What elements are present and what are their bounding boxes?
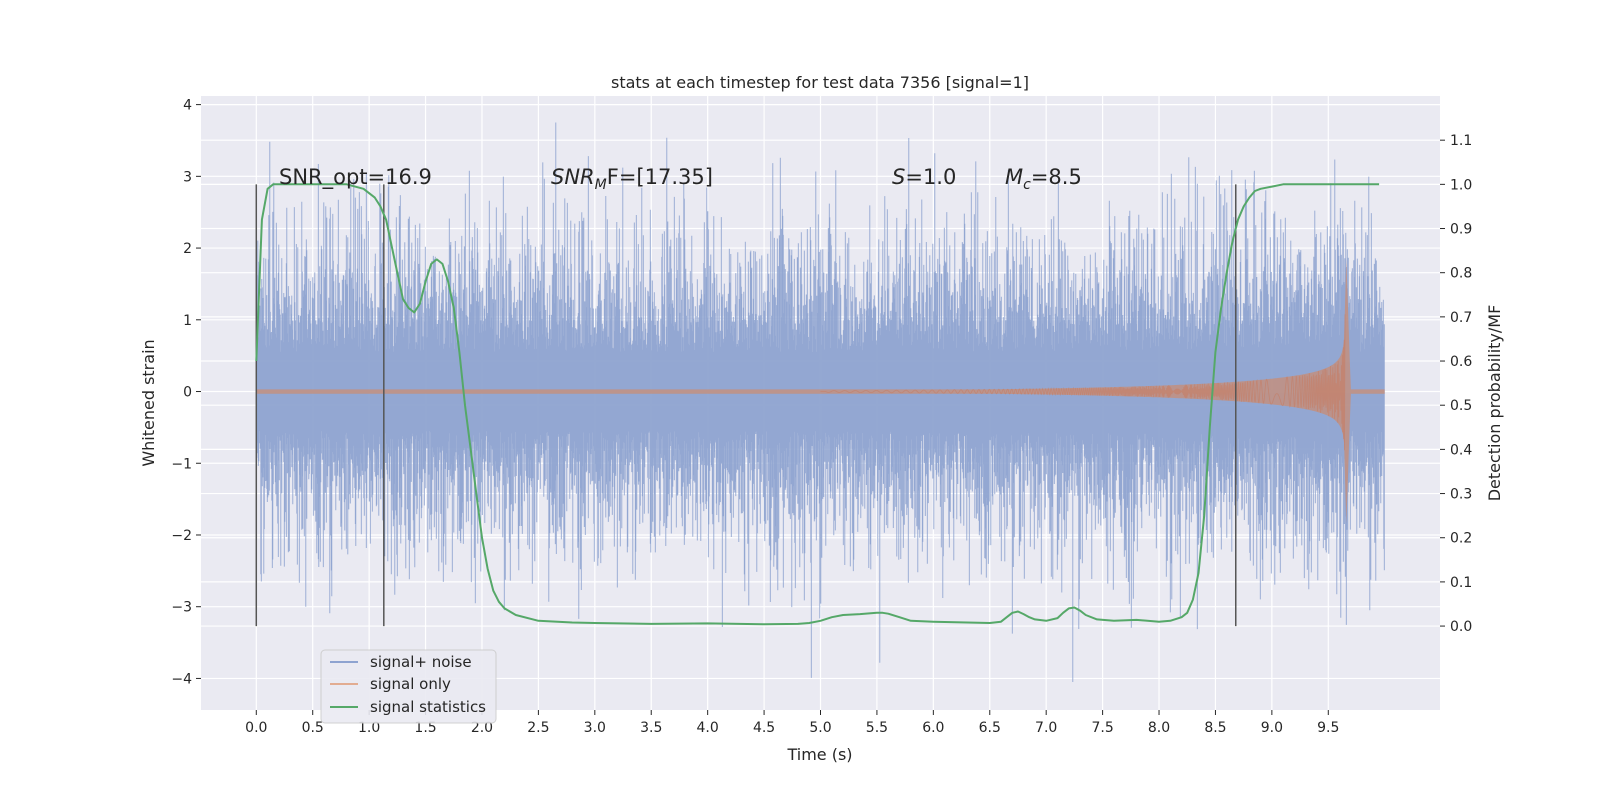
signal-statistics-series [255,183,1380,626]
x-tick-label-16: 8.0 [1148,720,1170,736]
y2-tick-label-11: 0.0 [1450,619,1472,635]
x-tick-label-11: 5.5 [866,720,888,736]
y2-tick-label-3: 0.8 [1450,266,1472,282]
x-tick-label-3: 1.5 [414,720,436,736]
x-tick-label-8: 4.0 [697,720,719,736]
annotation-snr-opt: SNR_opt=16.9 [279,165,432,190]
x-tick-label-6: 3.0 [584,720,606,736]
x-tick-label-7: 3.5 [640,720,662,736]
s-value: =1.0 [905,165,956,189]
y2-axis-label: Detection probability/MF [1485,305,1504,502]
x-tick-label-5: 2.5 [527,720,549,736]
x-tick-label-19: 9.5 [1317,720,1339,736]
vertical-markers [255,184,1237,627]
signal-only-series [256,259,1385,524]
x-tick-label-10: 5.0 [809,720,831,736]
annotation-mc: Mc=8.5 [1005,165,1082,193]
y-tick-label-4: 0 [183,385,192,401]
y2-tick-label-0: 1.1 [1450,133,1472,149]
signal-only-waveform [820,314,1346,451]
x-axis-ticks: 0.0 0.5 1.0 1.5 2.0 2.5 3.0 3.5 4.0 4.5 5.0 5.5 6.0 6… [245,710,1339,736]
annotation-snr-mf: SNRMF=[17.35] [551,165,713,193]
y-axis-ticks: 4 3 2 1 0 −1 −2 −3 −4 [171,98,201,687]
legend-box [320,649,497,724]
y-tick-label-0: 4 [183,98,192,114]
y2-tick-label-2: 0.9 [1450,222,1472,238]
x-tick-label-18: 9.0 [1261,720,1283,736]
y-tick-label-8: −4 [171,671,192,687]
annotation-s: S=1.0 [892,165,956,189]
y2-axis-ticks: 1.1 1.0 0.9 0.8 0.7 0.6 0.5 0.4 0.3 0.2 0.1 0.0 [1440,133,1472,635]
y2-tick-label-9: 0.2 [1450,531,1472,547]
y-axis-label: Whitened strain [139,339,158,466]
x-tick-label-12: 6.0 [922,720,944,736]
x-tick-label-13: 6.5 [979,720,1001,736]
y-tick-label-6: −2 [171,528,192,544]
snr-mf-sub: M [595,177,607,193]
y2-tick-label-5: 0.6 [1450,354,1472,370]
y-tick-label-1: 3 [183,169,192,185]
y2-tick-label-7: 0.4 [1450,442,1472,458]
mc-sub: c [1023,177,1031,193]
snr-mf-prefix: SNR [551,165,595,189]
y-tick-label-3: 1 [183,313,192,329]
x-axis-label: Time (s) [786,745,852,764]
s-prefix: S [892,165,905,189]
legend-label-signal-noise: signal+ noise [370,653,472,671]
x-tick-label-17: 8.5 [1204,720,1226,736]
signal-only-envelope [256,259,1385,524]
y-tick-label-7: −3 [171,600,192,616]
y2-tick-label-6: 0.5 [1450,398,1472,414]
x-tick-label-14: 7.0 [1035,720,1057,736]
legend: signal+ noise signal only signal statist… [320,649,497,724]
y2-tick-label-4: 0.7 [1450,310,1472,326]
y2-tick-label-8: 0.3 [1450,487,1472,503]
y-tick-label-5: −1 [171,456,192,472]
y-tick-label-2: 2 [183,241,192,257]
x-tick-label-0: 0.0 [245,720,267,736]
y2-tick-label-10: 0.1 [1450,575,1472,591]
x-tick-label-9: 4.5 [753,720,775,736]
x-tick-label-2: 1.0 [358,720,380,736]
y2-tick-label-1: 1.0 [1450,177,1472,193]
legend-label-signal-statistics: signal statistics [370,698,486,716]
signal-statistics-line [255,183,1380,626]
mc-value: =8.5 [1031,165,1082,189]
x-tick-label-4: 2.0 [471,720,493,736]
legend-label-signal-only: signal only [370,675,451,693]
chart-title: stats at each timestep for test data 735… [611,73,1029,92]
x-tick-label-1: 0.5 [302,720,324,736]
snr-mf-suffix: F=[17.35] [607,165,713,189]
x-tick-label-15: 7.5 [1091,720,1113,736]
mc-prefix: M [1005,165,1023,189]
